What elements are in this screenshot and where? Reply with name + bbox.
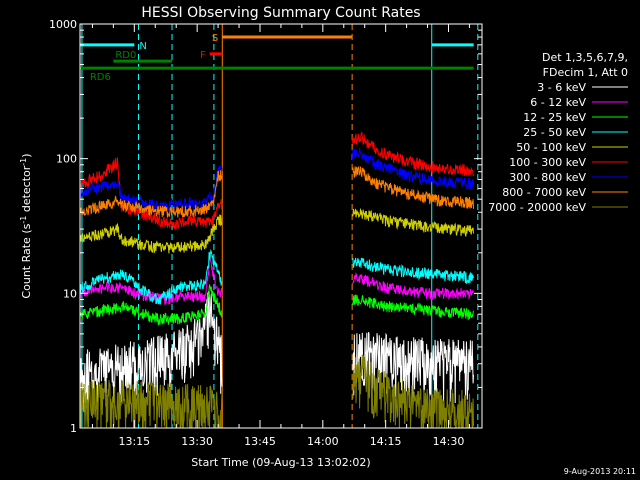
x-tick-label-5: 14:30 (433, 435, 465, 448)
y-tick-label-1: 10 (63, 287, 77, 300)
legend-label-5: 100 - 300 keV (509, 156, 586, 169)
series-line-8 (79, 354, 474, 429)
series-line-5 (79, 131, 474, 231)
y-axis-label-mid: detector (20, 165, 33, 215)
flag-label-0: N (139, 41, 146, 52)
series-line-1 (79, 256, 474, 305)
x-tick-label-4: 14:15 (370, 435, 402, 448)
x-tick-label-1: 13:30 (181, 435, 213, 448)
footer-date: 9-Aug-2013 20:11 (564, 467, 636, 476)
y-axis-label-end: ) (20, 153, 33, 157)
y-tick-label-2: 100 (56, 153, 77, 166)
y-axis-label-sup1: -1 (19, 216, 28, 224)
legend-label-7: 800 - 7000 keV (502, 186, 586, 199)
series-line-3 (79, 248, 474, 305)
legend-label-6: 300 - 800 keV (509, 171, 586, 184)
flag-label-4: S (212, 33, 218, 44)
x-axis-label: Start Time (09-Aug-13 13:02:02) (191, 456, 370, 469)
series-line-4 (79, 208, 474, 254)
series-line-7 (79, 165, 474, 218)
legend-label-0: 3 - 6 keV (537, 81, 586, 94)
x-tick-label-3: 14:00 (307, 435, 339, 448)
chart-title: HESSI Observing Summary Count Rates (141, 5, 420, 21)
flag-label-1: RD0 (115, 50, 136, 61)
y-axis-label: Count Rate (s-1 detector-1) (19, 153, 33, 298)
legend-label-2: 12 - 25 keV (523, 111, 586, 124)
y-tick-label-3: 1000 (49, 18, 77, 31)
y-tick-label-0: 1 (70, 422, 77, 435)
series-line-6 (79, 148, 474, 212)
axes-layer: 1 10 100 1000 13:15 13:30 13:45 14:00 14:15 14:30 (49, 18, 482, 448)
legend-header-2: FDecim 1, Att 0 (543, 66, 628, 79)
y-axis-label-main: Count Rate (s (20, 223, 33, 298)
flag-label-2: RD6 (90, 72, 111, 83)
y-axis-label-sup2: -1 (19, 158, 28, 166)
series-line-2 (79, 284, 474, 326)
flag-label-3: F (200, 50, 206, 61)
legend-header-1: Det 1,3,5,6,7,9, (542, 51, 628, 64)
legend-label-4: 50 - 100 keV (516, 141, 586, 154)
legend: Det 1,3,5,6,7,9, FDecim 1, Att 0 3 - 6 k… (488, 51, 628, 214)
legend-label-3: 25 - 50 keV (523, 126, 586, 139)
x-tick-label-2: 13:45 (244, 435, 276, 448)
legend-label-8: 7000 - 20000 keV (488, 201, 586, 214)
x-tick-label-0: 13:15 (118, 435, 150, 448)
legend-label-1: 6 - 12 keV (530, 96, 586, 109)
